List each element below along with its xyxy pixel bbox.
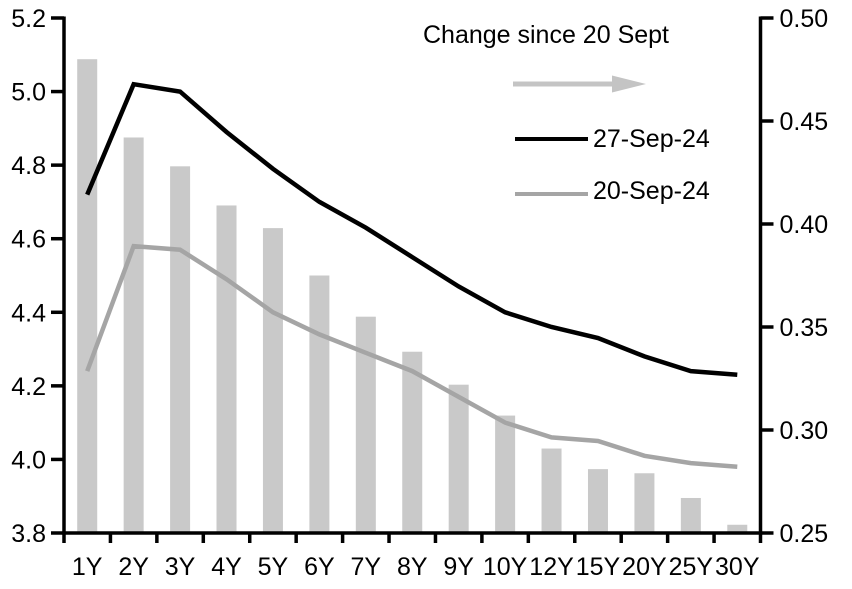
legend-swatch-20-sep bbox=[515, 192, 588, 196]
left-axis-tick-label: 4.8 bbox=[11, 152, 46, 180]
change-arrow-icon bbox=[513, 75, 646, 93]
change-bar bbox=[402, 351, 423, 533]
left-axis-tick-label: 3.8 bbox=[11, 520, 46, 548]
line-27-sep-24 bbox=[85, 81, 738, 378]
x-axis-tick-label: 20Y bbox=[622, 553, 667, 581]
legend-title: Change since 20 Sept bbox=[422, 21, 669, 49]
left-axis-tick-label: 5.2 bbox=[11, 5, 46, 33]
x-axis-tick-label: 15Y bbox=[576, 553, 621, 581]
x-axis-tick-label: 4Y bbox=[211, 553, 242, 581]
legend-label-20-sep: 20-Sep-24 bbox=[593, 177, 710, 205]
x-axis-tick-label: 9Y bbox=[443, 553, 474, 581]
change-bar bbox=[77, 59, 98, 533]
change-bar bbox=[170, 166, 191, 533]
change-bar bbox=[541, 448, 562, 533]
left-axis-tick-label: 4.2 bbox=[11, 373, 46, 401]
x-axis-tick-label: 10Y bbox=[483, 553, 528, 581]
change-bar bbox=[123, 137, 144, 534]
x-axis-tick-label: 6Y bbox=[304, 553, 335, 581]
right-axis-tick-label: 0.45 bbox=[780, 108, 829, 136]
x-axis-tick-label: 7Y bbox=[351, 553, 382, 581]
legend-label-27-sep: 27-Sep-24 bbox=[593, 125, 710, 153]
x-axis-tick-label: 12Y bbox=[529, 553, 574, 581]
right-axis-tick-label: 0.40 bbox=[780, 211, 829, 239]
left-axis-tick-label: 4.4 bbox=[11, 299, 46, 327]
x-axis-tick-label: 8Y bbox=[397, 553, 428, 581]
change-bar bbox=[216, 205, 237, 533]
x-axis-tick-label: 3Y bbox=[165, 553, 196, 581]
left-axis-tick-label: 4.0 bbox=[11, 446, 46, 474]
change-bar bbox=[355, 316, 376, 533]
right-axis-tick-label: 0.50 bbox=[780, 5, 829, 33]
change-bar bbox=[680, 497, 701, 533]
left-axis-tick-label: 5.0 bbox=[11, 79, 46, 107]
right-axis-tick-label: 0.35 bbox=[780, 314, 829, 342]
change-bar bbox=[634, 473, 655, 533]
x-axis-tick-label: 2Y bbox=[118, 553, 149, 581]
change-bar bbox=[309, 275, 330, 533]
arrow-shaft bbox=[513, 81, 614, 87]
x-axis-tick-label: 5Y bbox=[258, 553, 289, 581]
x-axis-tick-label: 30Y bbox=[715, 553, 760, 581]
right-axis-tick-label: 0.30 bbox=[780, 417, 829, 445]
right-axis-tick-label: 0.25 bbox=[780, 520, 829, 548]
legend-swatch-27-sep bbox=[515, 137, 588, 141]
change-bar bbox=[495, 415, 516, 533]
line-20-sep-24 bbox=[85, 243, 738, 470]
left-axis-tick-label: 4.6 bbox=[11, 226, 46, 254]
change-bar bbox=[727, 524, 748, 533]
change-bar bbox=[262, 228, 283, 533]
change-bar bbox=[448, 384, 469, 533]
change-bar bbox=[587, 469, 608, 533]
x-axis-tick-label: 1Y bbox=[72, 553, 103, 581]
x-axis-tick-label: 25Y bbox=[669, 553, 714, 581]
arrow-head bbox=[612, 75, 646, 93]
